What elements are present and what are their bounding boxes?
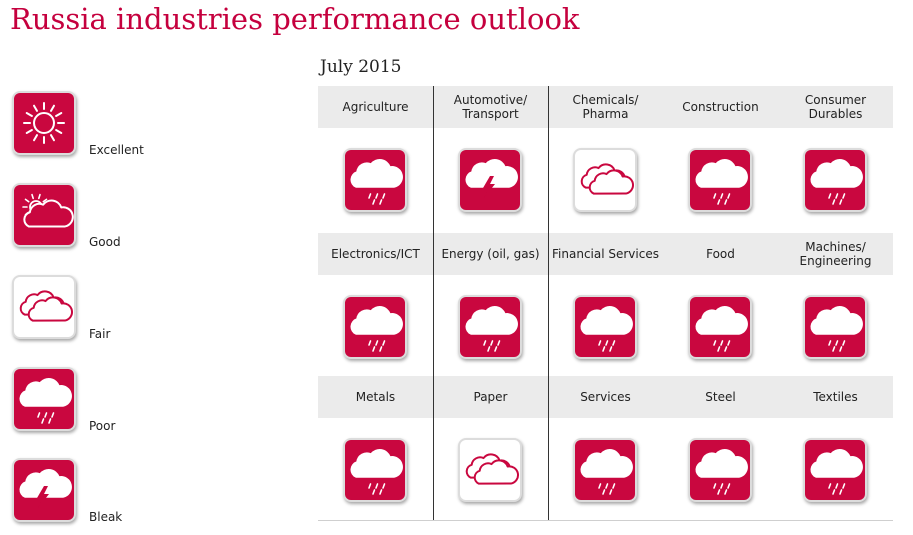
rain-cloud-icon xyxy=(345,150,405,210)
legend-label: Fair xyxy=(89,327,111,341)
rating-tile xyxy=(803,295,867,359)
rating-tile xyxy=(803,438,867,502)
industry-cell: Services xyxy=(548,376,663,519)
rating-tile xyxy=(12,183,76,247)
rating-tile xyxy=(573,438,637,502)
industry-name: Textiles xyxy=(813,390,858,404)
column-divider xyxy=(548,86,549,520)
rating-tile xyxy=(343,295,407,359)
industry-cell: Consumer Durables xyxy=(778,86,893,229)
industry-name: Energy (oil, gas) xyxy=(441,247,540,261)
rain-cloud-icon xyxy=(345,297,405,357)
industry-name: Metals xyxy=(355,390,396,404)
column-divider xyxy=(433,86,434,520)
page-title: Russia industries performance outlook xyxy=(10,2,580,36)
industry-cell: Financial Services xyxy=(548,233,663,376)
rain-cloud-icon xyxy=(460,297,520,357)
rating-tile xyxy=(12,91,76,155)
rain-cloud-icon xyxy=(14,369,74,429)
industry-cell: Paper xyxy=(433,376,548,519)
rating-tile xyxy=(458,438,522,502)
industry-cell: Construction xyxy=(663,86,778,229)
industry-name: Machines/ Engineering xyxy=(799,240,872,268)
legend-label: Poor xyxy=(89,419,116,433)
rating-tile xyxy=(12,275,76,339)
storm-cloud-icon xyxy=(460,150,520,210)
industry-grid: Agriculture Automotive/ Transport Chemical… xyxy=(318,86,893,522)
legend-label: Good xyxy=(89,235,121,249)
industry-name: Construction xyxy=(682,100,759,114)
cloud-icon xyxy=(460,440,520,500)
industry-name: Automotive/ Transport xyxy=(453,93,528,121)
industry-cell: Electronics/ICT xyxy=(318,233,433,376)
rating-tile xyxy=(458,295,522,359)
rain-cloud-icon xyxy=(805,150,865,210)
industry-cell: Steel xyxy=(663,376,778,519)
header-band xyxy=(318,233,893,275)
industry-cell: Automotive/ Transport xyxy=(433,86,548,229)
industry-cell: Food xyxy=(663,233,778,376)
sun-icon xyxy=(14,93,74,153)
header-band xyxy=(318,86,893,128)
cloud-icon xyxy=(575,150,635,210)
sun-cloud-icon xyxy=(14,185,74,245)
rating-tile xyxy=(688,438,752,502)
rating-tile xyxy=(12,458,76,522)
industry-name: Services xyxy=(580,390,631,404)
rain-cloud-icon xyxy=(690,150,750,210)
cloud-icon xyxy=(14,277,74,337)
rating-tile xyxy=(12,367,76,431)
rain-cloud-icon xyxy=(575,440,635,500)
rain-cloud-icon xyxy=(690,297,750,357)
rain-cloud-icon xyxy=(345,440,405,500)
legend-label: Bleak xyxy=(89,510,123,524)
industry-name: Paper xyxy=(473,390,508,404)
rating-tile xyxy=(688,148,752,212)
rating-tile xyxy=(688,295,752,359)
industry-name: Agriculture xyxy=(342,100,409,114)
industry-cell: Metals xyxy=(318,376,433,519)
industry-name: Steel xyxy=(705,390,736,404)
storm-cloud-icon xyxy=(14,460,74,520)
rating-tile xyxy=(573,148,637,212)
rain-cloud-icon xyxy=(690,440,750,500)
industry-cell: Chemicals/ Pharma xyxy=(548,86,663,229)
industry-name: Food xyxy=(706,247,735,261)
header-band xyxy=(318,376,893,418)
industry-cell: Energy (oil, gas) xyxy=(433,233,548,376)
rating-tile xyxy=(458,148,522,212)
date-label: July 2015 xyxy=(320,57,402,77)
rain-cloud-icon xyxy=(575,297,635,357)
rain-cloud-icon xyxy=(805,440,865,500)
bottom-divider xyxy=(318,520,893,521)
industry-name: Consumer Durables xyxy=(804,93,867,121)
rating-tile xyxy=(803,148,867,212)
rating-tile xyxy=(343,438,407,502)
industry-cell: Machines/ Engineering xyxy=(778,233,893,376)
industry-name: Electronics/ICT xyxy=(331,247,420,261)
rating-tile xyxy=(343,148,407,212)
industry-name: Financial Services xyxy=(552,247,659,261)
rain-cloud-icon xyxy=(805,297,865,357)
industry-cell: Agriculture xyxy=(318,86,433,229)
industry-name: Chemicals/ Pharma xyxy=(572,93,639,121)
rating-tile xyxy=(573,295,637,359)
legend-label: Excellent xyxy=(89,143,144,157)
industry-cell: Textiles xyxy=(778,376,893,519)
